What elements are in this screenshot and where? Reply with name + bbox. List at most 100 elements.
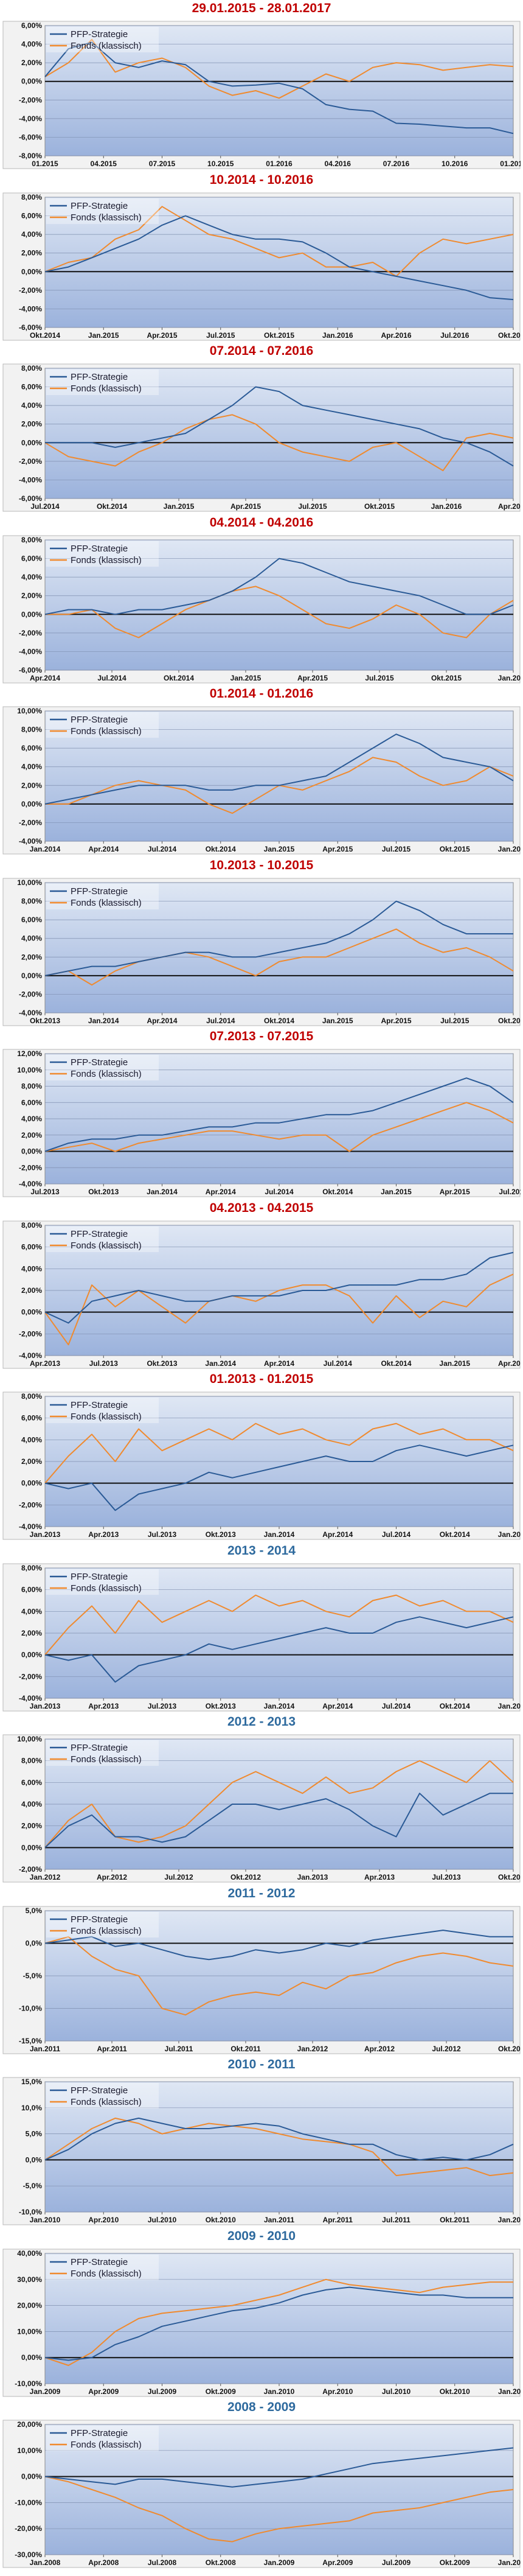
chart-panel-1: 29.01.2015 - 28.01.2017 6,00% 4,00% 2,00% 0,… <box>2 0 521 169</box>
x-tick-label: Jul.2014 <box>265 1188 294 1196</box>
y-tick-label: 2,00% <box>21 420 42 429</box>
x-tick-label: Okt.2014 <box>206 845 236 853</box>
legend-label-fund: Fonds (klassisch) <box>71 1754 142 1765</box>
x-tick-label: Jan.2012 <box>297 2045 328 2053</box>
legend-label-fund: Fonds (klassisch) <box>71 383 142 394</box>
y-tick-label: 4,00% <box>21 934 42 942</box>
x-tick-label: Jul.2014 <box>97 674 126 682</box>
y-tick-label: -2,00% <box>19 285 42 294</box>
series-line-fund <box>44 1273 514 1345</box>
x-tick-label: Jan.2010 <box>264 2387 295 2396</box>
chart-title: 04.2013 - 04.2015 <box>209 1200 314 1215</box>
x-tick-label: Apr.2012 <box>364 2045 395 2053</box>
series-line-fund <box>44 414 514 472</box>
x-tick-label: Jan.2011 <box>30 2045 60 2053</box>
chart-title: 2009 - 2010 <box>227 2228 296 2243</box>
chart-title: 10.2013 - 10.2015 <box>209 858 314 872</box>
x-tick-label: Jan.2016 <box>498 845 521 853</box>
x-tick-label: Jul.2014 <box>148 845 177 853</box>
y-tick-label: 0,00% <box>21 2473 42 2481</box>
chart-panel-5: 01.2014 - 01.2016 10,00% 8,00% 6,00% 4,00% 2,… <box>2 685 521 855</box>
plot-area <box>44 25 514 156</box>
y-tick-label: 5,0% <box>26 2130 43 2138</box>
chart-panel-4: 04.2014 - 04.2016 8,00% 6,00% 4,00% 2,00% 0,0… <box>2 514 521 683</box>
line-chart: 8,00% 6,00% 4,00% 2,00% 0,00% -2,00% -4,00% -6,… <box>2 192 521 340</box>
y-tick-label: 4,00% <box>21 763 42 771</box>
y-tick-label: -2,00% <box>19 1865 42 1874</box>
line-chart: 8,00% 6,00% 4,00% 2,00% 0,00% -2,00% -4,00% -6,… <box>2 363 521 512</box>
y-tick-label: 12,00% <box>17 1049 42 1058</box>
y-tick-label: -2,00% <box>19 1163 42 1172</box>
series-line-strategy <box>44 1251 514 1323</box>
y-tick-label: 4,00% <box>21 1607 42 1615</box>
legend-label-fund: Fonds (klassisch) <box>71 2440 142 2450</box>
x-tick-label: Jan.2009 <box>30 2387 61 2396</box>
x-tick-label: Jan.2015 <box>264 845 295 853</box>
chart-title: 2013 - 2014 <box>227 1543 296 1558</box>
y-tick-label: -20,00% <box>15 2524 42 2533</box>
x-tick-label: Jan.2014 <box>205 1359 236 1368</box>
chart-panel-12: 2011 - 2012 5,0% 0,0% -5,0% -10,0% -15,0% Jan.… <box>2 1885 521 2054</box>
y-tick-label: 2,00% <box>21 58 42 67</box>
chart-panel-15: 2008 - 2009 20,00% 10,00% 0,00% -10,00% -20,0… <box>2 2399 521 2568</box>
x-tick-label: Jan.2015 <box>164 502 195 511</box>
x-tick-label: Apr.2011 <box>97 2045 127 2053</box>
y-tick-label: 8,00% <box>21 897 42 905</box>
series-line-fund <box>44 1760 514 1848</box>
line-chart: 20,00%10,00%0,00%-10,00%-20,00%-30,00%Ja… <box>2 2420 521 2568</box>
x-tick-label: Jan.2014 <box>30 845 61 853</box>
y-tick-label: -4,00% <box>19 1694 42 1703</box>
y-tick-label: 6,00% <box>21 1585 42 1594</box>
plot-area <box>44 2424 514 2555</box>
x-tick-label: Okt.2013 <box>88 1188 119 1196</box>
y-tick-label: 6,00% <box>21 744 42 752</box>
x-tick-label: 04.2016 <box>325 159 352 168</box>
x-tick-label: Jul.2013 <box>148 1702 177 1710</box>
plot-area <box>44 539 514 670</box>
series-line-fund <box>45 585 514 638</box>
x-tick-label: Okt.2014 <box>440 1702 470 1710</box>
chart-panel-6: 10.2013 - 10.2015 10,00% 8,00% 6,00% 4,00% 2,… <box>2 857 521 1026</box>
chart-title: 2010 - 2011 <box>227 2057 296 2071</box>
legend-label-fund: Fonds (klassisch) <box>71 555 142 565</box>
y-tick-label: 20,00% <box>17 2420 42 2429</box>
legend-label-fund: Fonds (klassisch) <box>71 212 142 223</box>
legend-label-strategy: PFP-Strategie <box>71 715 128 725</box>
x-tick-label: Okt.2014 <box>30 331 60 340</box>
legend-label-strategy: PFP-Strategie <box>71 1572 128 1582</box>
y-tick-label: -2,00% <box>19 457 42 466</box>
y-tick-label: 2,00% <box>21 1457 42 1466</box>
x-tick-label: Okt.2014 <box>440 1530 470 1539</box>
x-tick-label: Jan.2014 <box>264 1702 295 1710</box>
x-tick-label: Okt.2013 <box>206 1702 236 1710</box>
line-chart: 5,0% 0,0% -5,0% -10,0% -15,0%Jan.2011 Apr.201… <box>2 1906 521 2054</box>
x-tick-label: Apr.2015 <box>322 845 353 853</box>
x-tick-label: Jan.2008 <box>30 2558 61 2567</box>
legend-label-fund: Fonds (klassisch) <box>71 1926 142 1936</box>
y-tick-label: -4,00% <box>19 837 42 845</box>
line-chart: 15,0% 10,0% 5,0% 0,0% -5,0% -10,0%Jan.2010 Apr… <box>2 2077 521 2225</box>
x-tick-label: Jan.2012 <box>30 1873 61 1881</box>
y-tick-label: 10,00% <box>17 1066 42 1074</box>
series-line-strategy <box>45 386 514 467</box>
y-tick-label: -4,00% <box>19 475 42 484</box>
y-tick-label: -10,0% <box>19 2004 42 2012</box>
legend-label-strategy: PFP-Strategie <box>71 1229 128 1239</box>
legend-box <box>46 1569 159 1595</box>
legend-label-strategy: PFP-Strategie <box>71 1057 128 1068</box>
x-tick-label: Jan.2013 <box>30 1530 61 1539</box>
line-chart: 8,00%6,00%4,00%2,00%0,00%-2,00%-4,00%Jan… <box>2 1563 521 1711</box>
x-tick-label: Jul.2009 <box>382 2558 411 2567</box>
series-line-strategy <box>44 41 514 135</box>
x-tick-label: Jan.2010 <box>498 2558 521 2567</box>
y-tick-label: 5,0% <box>26 1906 43 1915</box>
series-line-strategy <box>44 1793 513 1849</box>
legend-label-strategy: PFP-Strategie <box>71 2085 128 2096</box>
x-tick-label: Jan.2013 <box>30 1702 61 1710</box>
plot-area <box>44 368 514 499</box>
